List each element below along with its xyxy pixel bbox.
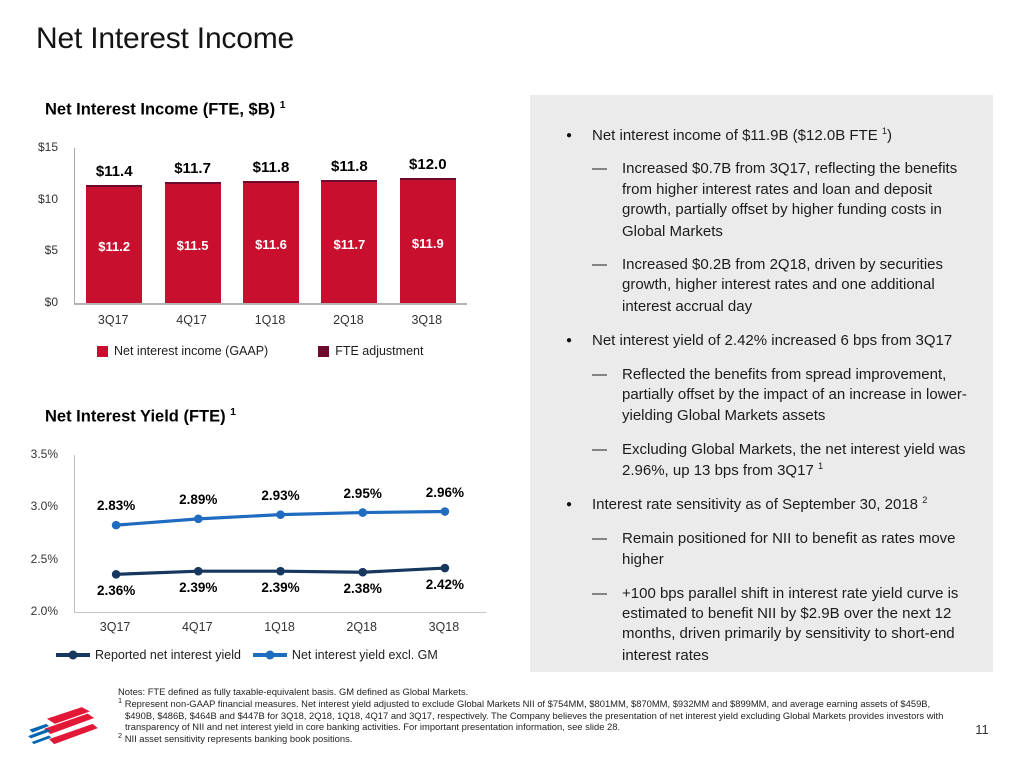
sub-bullet: — +100 bps parallel shift in interest ra…	[592, 584, 969, 667]
line-chart-series-icon	[111, 507, 450, 579]
bullet-text: Interest rate sensitivity as of Septembe…	[592, 495, 928, 514]
footnote-1: 1 Represent non-GAAP financial measures.…	[118, 696, 944, 732]
line-chart-plot: 2.36% 2.39% 2.39% 2.38% 2.42% 2.83% 2.89% 2.93%…	[74, 455, 486, 613]
bar-chart-x-axis: 3Q17 4Q17 1Q18 2Q18 3Q18	[97, 313, 443, 327]
reported-yield-line-icon	[56, 650, 90, 660]
legend-item-fte: FTE adjustment	[318, 344, 423, 358]
sub-bullet-text: Increased $0.7B from 3Q17, reflecting th…	[622, 160, 958, 240]
line-chart-point-labels: 2.36% 2.39% 2.39% 2.38% 2.42% 2.83% 2.89% 2.93%…	[96, 484, 465, 599]
line-chart-title-footnote-ref: 1	[230, 407, 236, 418]
sub-bullet-text: +100 bps parallel shift in interest rate…	[622, 584, 959, 664]
footnotes: Notes: FTE defined as fully taxable-equi…	[118, 686, 960, 745]
dash-icon: —	[592, 529, 607, 547]
bar-chart-plot: $11.4 $11.2 $11.7 $11.5 $11.8 $11.6 $11.8 $11.7…	[74, 148, 467, 305]
legend-item-excl-gm-yield: Net interest yield excl. GM	[252, 648, 438, 662]
legend-label: Reported net interest yield	[95, 648, 241, 662]
dash-icon: —	[592, 440, 607, 458]
legend-item-reported-yield: Reported net interest yield	[56, 648, 241, 662]
line-chart-legend: Reported net interest yield Net interest…	[56, 648, 438, 662]
bank-of-america-logo-icon	[28, 707, 98, 745]
sub-bullet: — Remain positioned for NII to benefit a…	[592, 529, 969, 571]
page-title: Net Interest Income	[36, 22, 294, 55]
legend-label: Net interest income (GAAP)	[114, 344, 269, 358]
sub-bullet: — Increased $0.7B from 3Q17, reflecting …	[592, 159, 969, 242]
dash-icon: —	[592, 584, 607, 602]
bullet-text: Net interest income of $11.9B ($12.0B FT…	[592, 126, 893, 144]
bullet-icon: ●	[566, 499, 573, 511]
commentary-panel: ● Net interest income of $11.9B ($12.0B …	[530, 95, 993, 672]
bullet-text: Net interest yield of 2.42% increased 6 …	[592, 332, 953, 350]
line-chart-title-text: Net Interest Yield (FTE)	[45, 407, 226, 426]
legend-item-gaap: Net interest income (GAAP)	[97, 344, 268, 358]
fte-legend-swatch-icon	[318, 345, 330, 357]
sub-bullet: — Reflected the benefits from spread imp…	[592, 365, 969, 427]
bullet-net-interest-yield: ● Net interest yield of 2.42% increased …	[566, 330, 969, 351]
legend-label: FTE adjustment	[335, 344, 424, 358]
sub-bullet-text: Remain positioned for NII to benefit as …	[622, 529, 956, 569]
bar-chart-title: Net Interest Income (FTE, $B) 1	[45, 100, 285, 120]
page-number: 11	[975, 722, 989, 737]
excl-gm-yield-line-icon	[252, 650, 287, 660]
bullet-icon: ●	[566, 130, 573, 141]
sub-bullet-text: Excluding Global Markets, the net intere…	[622, 440, 966, 480]
line-chart-x-axis: 3Q17 4Q17 1Q18 2Q18 3Q18	[99, 620, 460, 634]
bullet-rate-sensitivity: ● Interest rate sensitivity as of Septem…	[566, 494, 969, 515]
gaap-legend-swatch-icon	[97, 345, 108, 357]
bar-chart-title-text: Net Interest Income (FTE, $B)	[45, 100, 276, 119]
line-chart-y-axis: 2.0% 2.5% 3.0% 3.5%	[30, 447, 58, 618]
sub-bullet-text: Increased $0.2B from 2Q18, driven by sec…	[622, 255, 943, 315]
legend-label: Net interest yield excl. GM	[291, 648, 438, 662]
bullet-net-interest-income: ● Net interest income of $11.9B ($12.0B …	[566, 125, 969, 146]
sub-bullet: — Excluding Global Markets, the net inte…	[592, 440, 969, 482]
sub-bullet-text: Reflected the benefits from spread impro…	[622, 365, 967, 425]
bullet-icon: ●	[566, 335, 573, 347]
dash-icon: —	[592, 255, 607, 273]
footnote-2: 2 NII asset sensitivity represents banki…	[118, 731, 353, 745]
line-chart-title: Net Interest Yield (FTE) 1	[45, 407, 236, 427]
dash-icon: —	[592, 365, 607, 383]
bar-chart-y-axis: $0 $5 $10 $15	[37, 140, 58, 309]
dash-icon: —	[592, 160, 607, 178]
bar-chart-legend: Net interest income (GAAP) FTE adjustmen…	[97, 344, 423, 358]
sub-bullet: — Increased $0.2B from 2Q18, driven by s…	[592, 255, 969, 317]
notes-line: Notes: FTE defined as fully taxable-equi…	[118, 686, 469, 697]
bar-chart-title-footnote-ref: 1	[279, 100, 286, 111]
